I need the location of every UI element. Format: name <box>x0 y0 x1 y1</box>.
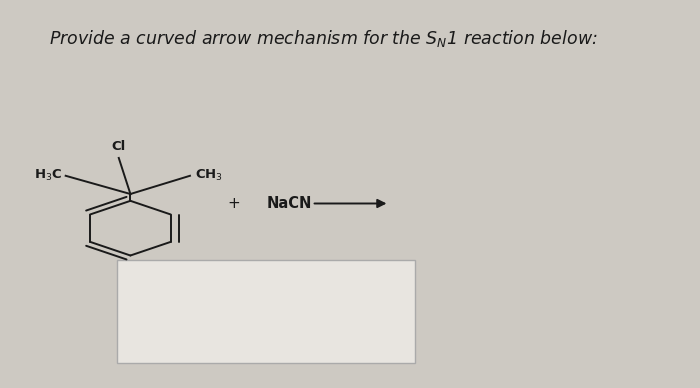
Text: NaCN: NaCN <box>267 196 312 211</box>
Text: H$_3$C: H$_3$C <box>34 168 62 183</box>
Text: Cl: Cl <box>111 140 126 153</box>
Text: Provide a curved arrow mechanism for the $S_{N}$1 reaction below:: Provide a curved arrow mechanism for the… <box>50 28 599 49</box>
Bar <box>118 260 415 363</box>
Text: CH$_3$: CH$_3$ <box>195 168 223 183</box>
Text: +: + <box>228 196 240 211</box>
